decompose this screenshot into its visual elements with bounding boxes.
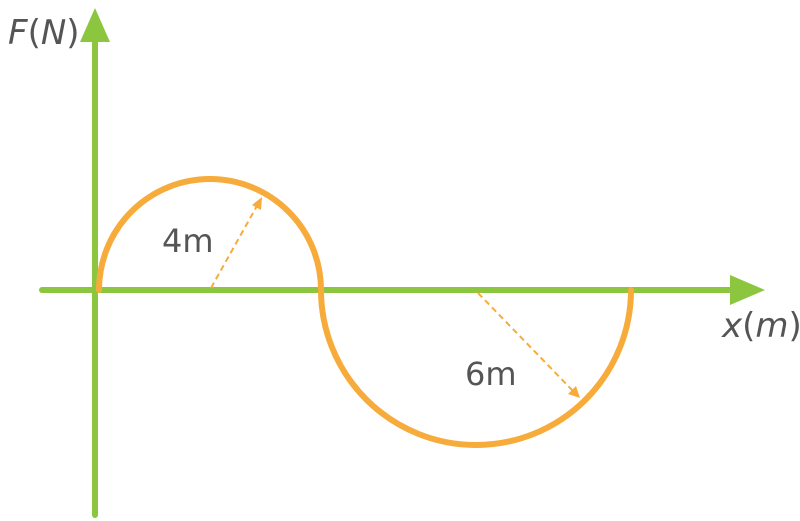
radius-label-small: 4m xyxy=(162,222,214,260)
x-axis-open-paren: ( xyxy=(742,306,755,346)
upper-semicircle-curve xyxy=(96,176,324,293)
radius-arrow-small xyxy=(210,203,259,289)
y-axis-open-paren: ( xyxy=(28,13,41,53)
lower-semicircle-curve xyxy=(318,287,634,448)
radius-arrow-large xyxy=(477,292,575,393)
x-axis-label: x(m) xyxy=(721,306,800,346)
radius-arrowhead-small xyxy=(252,197,262,210)
y-axis-close-paren: ) xyxy=(66,13,79,53)
x-axis-unit: m xyxy=(755,306,788,346)
x-axis-close-paren: ) xyxy=(789,306,800,346)
y-axis-unit: N xyxy=(41,13,66,53)
y-axis-arrow xyxy=(80,8,110,42)
radius-arrowhead-large xyxy=(568,386,580,398)
x-axis-arrow xyxy=(730,275,765,305)
x-axis-var: x xyxy=(721,306,743,346)
y-axis-var: F xyxy=(8,13,28,53)
radius-label-large: 6m xyxy=(465,355,517,393)
y-axis-label: F(N) xyxy=(8,13,80,53)
